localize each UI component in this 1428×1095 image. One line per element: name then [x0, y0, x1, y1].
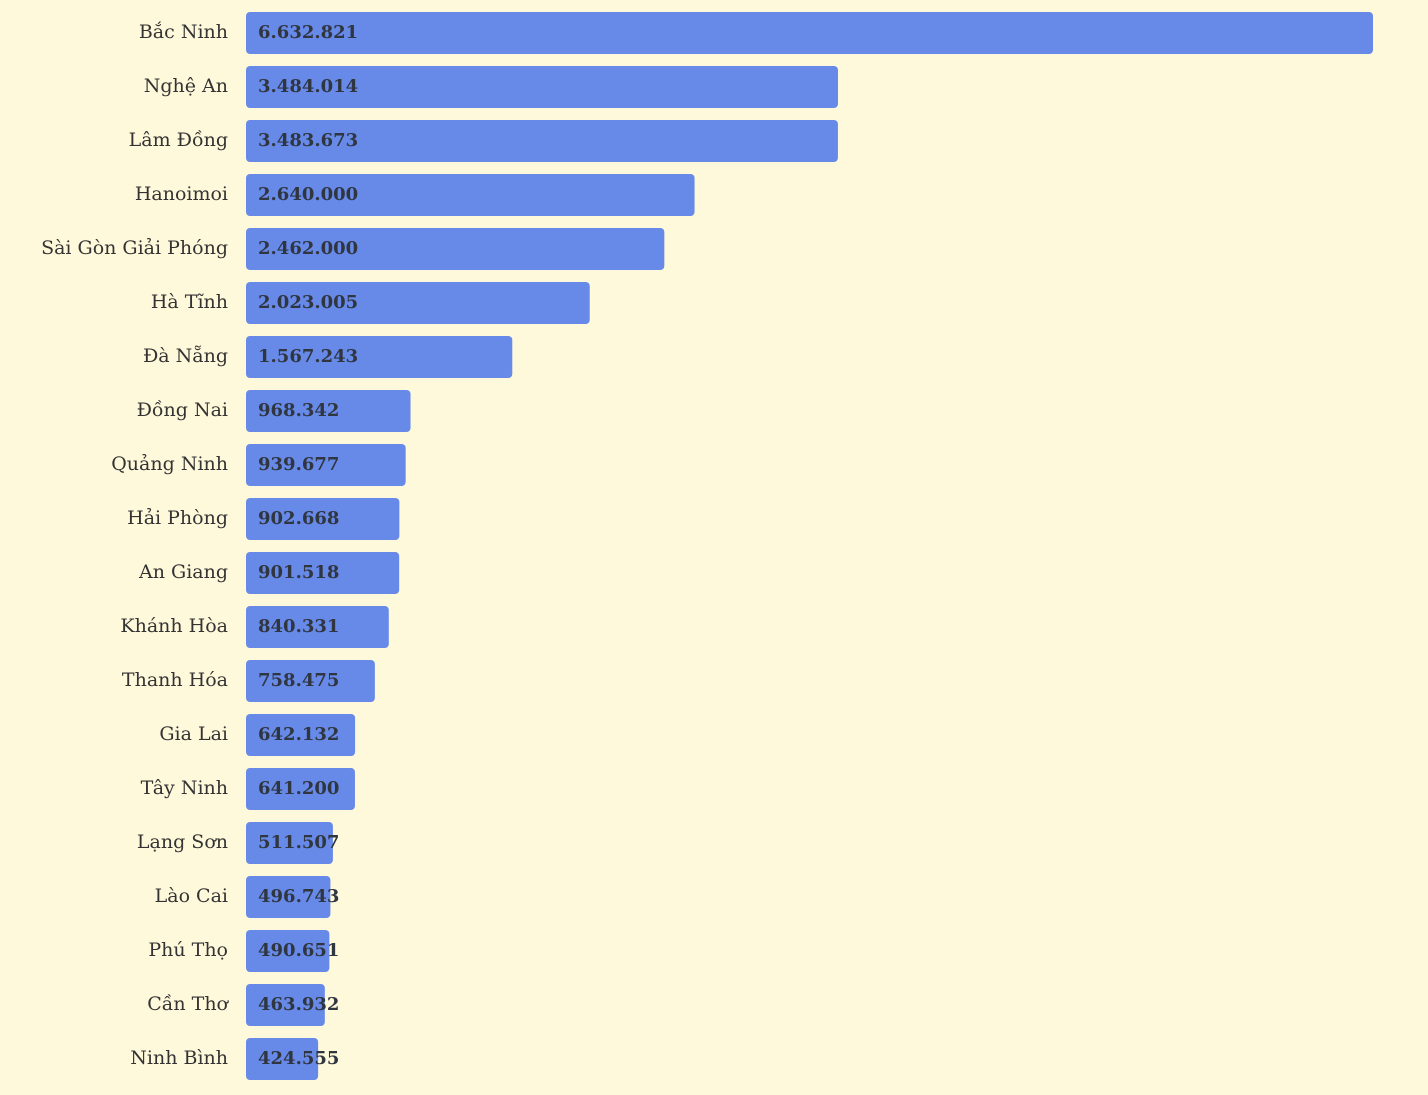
bar [246, 606, 389, 648]
category-label: Tây Ninh [141, 777, 228, 799]
category-label: Lâm Đồng [129, 129, 228, 151]
bar [246, 120, 838, 162]
value-label: 1.567.243 [258, 346, 358, 367]
category-label: Bắc Ninh [139, 21, 228, 43]
bar [246, 768, 355, 810]
value-label: 939.677 [258, 454, 339, 475]
category-label: Hà Tĩnh [151, 291, 228, 313]
category-label: Quảng Ninh [111, 453, 228, 475]
bar [246, 984, 325, 1026]
value-label: 3.484.014 [258, 76, 358, 97]
category-label: Nghệ An [144, 75, 228, 97]
bar [246, 66, 838, 108]
category-label: Khánh Hòa [120, 615, 228, 637]
value-label: 3.483.673 [258, 130, 358, 151]
value-label: 6.632.821 [258, 22, 358, 43]
value-label: 2.462.000 [258, 238, 358, 259]
bar [246, 552, 400, 594]
bar [246, 714, 356, 756]
bar [246, 930, 330, 972]
bar [246, 174, 695, 216]
value-label: 901.518 [258, 562, 339, 583]
value-label: 642.132 [258, 724, 339, 745]
bar [246, 876, 331, 918]
category-label: Lạng Sơn [137, 831, 228, 853]
value-label: 840.331 [258, 616, 339, 637]
category-label: Hải Phòng [127, 507, 228, 529]
bar [246, 282, 590, 324]
category-label: Gia Lai [159, 723, 228, 745]
bar [246, 822, 333, 864]
value-label: 463.932 [258, 994, 339, 1015]
category-label: Sài Gòn Giải Phóng [41, 237, 228, 259]
bar [246, 660, 375, 702]
value-label: 641.200 [258, 778, 339, 799]
category-label: Cần Thơ [147, 993, 229, 1015]
category-label: Hanoimoi [135, 183, 228, 205]
value-label: 2.023.005 [258, 292, 358, 313]
value-label: 968.342 [258, 400, 339, 421]
bar [246, 444, 406, 486]
bar [246, 390, 411, 432]
value-label: 758.475 [258, 670, 339, 691]
value-label: 496.743 [258, 886, 339, 907]
category-label: Đồng Nai [137, 399, 228, 421]
category-label: Ninh Bình [130, 1047, 228, 1069]
value-label: 902.668 [258, 508, 339, 529]
value-label: 490.651 [258, 940, 339, 961]
category-label: Lào Cai [155, 885, 228, 907]
bar [246, 228, 665, 270]
category-label: Phú Thọ [148, 939, 228, 961]
bar [246, 1038, 319, 1080]
value-label: 511.507 [258, 832, 339, 853]
value-label: 424.555 [258, 1048, 339, 1069]
value-label: 2.640.000 [258, 184, 358, 205]
bar [246, 336, 513, 378]
category-label: Đà Nẵng [143, 345, 228, 367]
category-label: An Giang [138, 561, 228, 583]
category-label: Thanh Hóa [122, 669, 228, 691]
bar [246, 12, 1373, 54]
bar [246, 498, 400, 540]
